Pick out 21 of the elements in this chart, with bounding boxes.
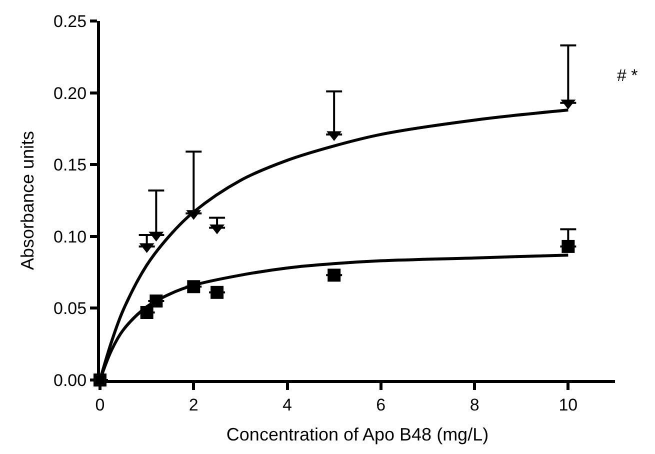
text: # * bbox=[617, 66, 638, 85]
y-tick-label: 0.10 bbox=[54, 227, 87, 246]
point bbox=[150, 294, 163, 308]
y-axis-title: Absorbance units bbox=[18, 130, 38, 270]
x-tick-label: 0 bbox=[95, 395, 105, 414]
x-tick-label: 4 bbox=[282, 395, 292, 414]
x-tick-label: 6 bbox=[376, 395, 386, 414]
point bbox=[328, 268, 341, 282]
x-tick-label: 8 bbox=[470, 395, 480, 414]
y-tick-label: 0.15 bbox=[54, 156, 87, 175]
y-tick-label: 0.20 bbox=[54, 84, 87, 103]
x-tick-label: 10 bbox=[558, 395, 578, 414]
point bbox=[562, 240, 575, 253]
y-tick-label: 0.00 bbox=[54, 370, 87, 390]
y-tick-label: 0.05 bbox=[54, 299, 87, 318]
point bbox=[187, 280, 200, 294]
point bbox=[210, 286, 224, 299]
point bbox=[140, 306, 154, 320]
x-tick-label: 2 bbox=[188, 395, 198, 414]
y-tick-label: 0.25 bbox=[54, 12, 87, 31]
x-axis-title: Concentration of Apo B48 (mg/L) bbox=[226, 424, 489, 444]
